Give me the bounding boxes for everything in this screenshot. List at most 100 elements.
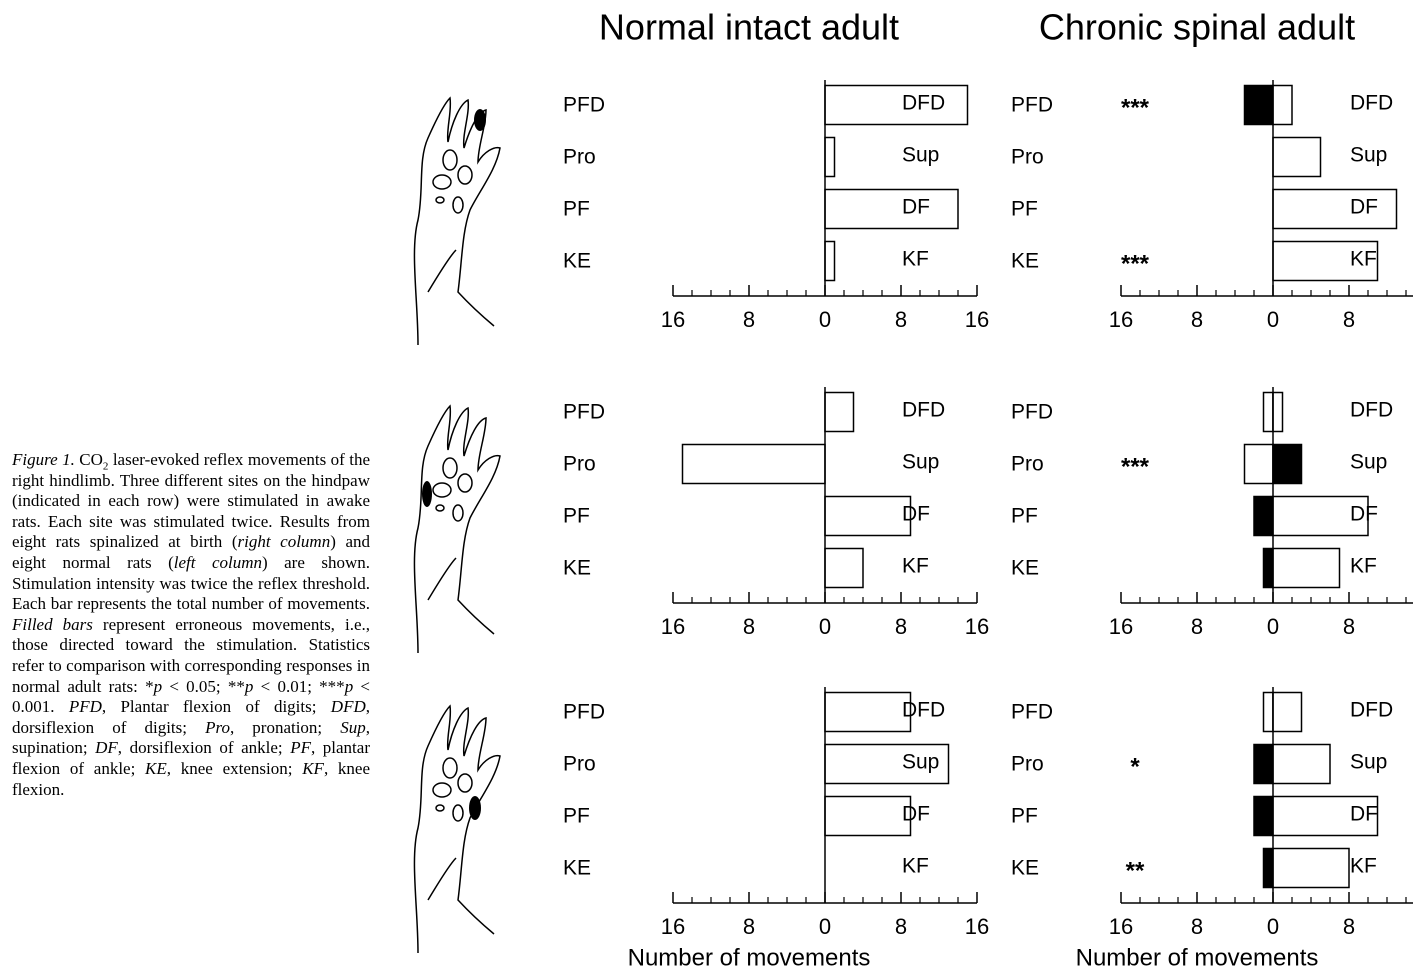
left-category-label: PFD: [563, 701, 605, 724]
x-axis-label: Number of movements: [628, 944, 871, 971]
right-category-label: KF: [1350, 855, 1377, 878]
caption-text: KF: [302, 759, 324, 778]
x-tick-label: 0: [1267, 914, 1279, 939]
left-category-label: PFD: [563, 401, 605, 424]
bar: [825, 497, 911, 536]
bar: [1245, 86, 1274, 125]
bar: [1273, 745, 1330, 784]
x-tick-label: 8: [1191, 307, 1203, 332]
page: Normal intact adult 16 8 0 8 16 PFD Pro PF KE DFD S…: [0, 0, 1413, 977]
right-category-label: DFD: [1350, 92, 1393, 115]
x-tick-label: 16: [965, 614, 989, 639]
left-category-label: PFD: [1011, 94, 1053, 117]
x-tick-label: 0: [1267, 614, 1279, 639]
caption-text: Pro: [205, 718, 230, 737]
right-category-label: Sup: [1350, 451, 1387, 474]
left-category-label: Pro: [1011, 453, 1044, 476]
left-category-label: PF: [1011, 805, 1038, 828]
caption-text: , knee extension;: [167, 759, 302, 778]
paw-drawing: [414, 98, 500, 345]
caption-text: right column: [237, 532, 330, 551]
x-tick-label: 8: [895, 614, 907, 639]
x-tick-label: 8: [743, 307, 755, 332]
right-category-label: DF: [1350, 503, 1378, 526]
bar: [825, 190, 958, 229]
right-category-label: KF: [902, 555, 929, 578]
right-category-label: DF: [1350, 803, 1378, 826]
left-category-label: Pro: [1011, 146, 1044, 169]
bar: [1273, 549, 1340, 588]
x-tick-label: 16: [965, 307, 989, 332]
x-tick-label: 8: [1343, 307, 1355, 332]
bar: [1245, 445, 1274, 484]
caption-text: CO: [75, 450, 103, 469]
bar: [1254, 745, 1273, 784]
x-tick-label: 16: [1109, 307, 1133, 332]
bar: [683, 445, 826, 484]
bar: [1273, 693, 1302, 732]
paw-drawing: [414, 406, 500, 653]
bar: [1273, 445, 1302, 484]
right-category-label: KF: [1350, 555, 1377, 578]
caption-text: p: [345, 677, 354, 696]
bar: [825, 797, 911, 836]
x-tick-label: 16: [1109, 614, 1133, 639]
caption-text: Filled bars: [12, 615, 93, 634]
significance-annotation: **: [1126, 857, 1145, 884]
x-tick-label: 8: [895, 307, 907, 332]
x-tick-label: 8: [1343, 614, 1355, 639]
x-tick-label: 0: [819, 614, 831, 639]
caption-text: , dorsiflexion of ankle;: [118, 738, 290, 757]
bar: [825, 393, 854, 432]
left-category-label: KE: [1011, 557, 1039, 580]
bar: [1264, 393, 1274, 432]
bar: [1264, 549, 1274, 588]
bar: [825, 138, 835, 177]
left-category-label: PFD: [1011, 401, 1053, 424]
x-tick-label: 16: [661, 307, 685, 332]
paw-drawing: [414, 706, 500, 953]
chart-title: Normal intact adult: [599, 7, 899, 48]
caption-text: , Plantar flexion of digits;: [102, 697, 331, 716]
x-tick-label: 0: [1267, 307, 1279, 332]
caption-text: left column: [174, 553, 262, 572]
figure-caption: Figure 1. CO2 laser-evoked reflex moveme…: [12, 450, 370, 977]
significance-annotation: ***: [1121, 250, 1150, 277]
bar: [825, 242, 835, 281]
x-tick-label: 8: [895, 914, 907, 939]
left-category-label: KE: [563, 557, 591, 580]
right-category-label: DFD: [902, 92, 945, 115]
significance-annotation: ***: [1121, 453, 1150, 480]
bar: [825, 86, 968, 125]
x-tick-label: 8: [1343, 914, 1355, 939]
x-tick-label: 8: [743, 614, 755, 639]
left-category-label: Pro: [563, 453, 596, 476]
right-category-label: DF: [902, 803, 930, 826]
right-category-label: Sup: [1350, 144, 1387, 167]
right-category-label: KF: [1350, 248, 1377, 271]
caption-text: Figure 1.: [12, 450, 75, 469]
x-tick-label: 16: [1109, 914, 1133, 939]
bar: [1254, 497, 1273, 536]
left-category-label: PF: [563, 805, 590, 828]
left-category-label: KE: [1011, 250, 1039, 273]
right-category-label: DFD: [902, 699, 945, 722]
bar: [825, 549, 863, 588]
significance-annotation: ***: [1121, 94, 1150, 121]
chart-title: Chronic spinal adult: [1039, 7, 1355, 48]
left-category-label: PF: [1011, 198, 1038, 221]
right-category-label: Sup: [902, 751, 939, 774]
x-tick-label: 16: [661, 914, 685, 939]
bar: [1273, 849, 1349, 888]
bar: [1264, 693, 1274, 732]
left-category-label: KE: [563, 857, 591, 880]
left-category-label: PF: [1011, 505, 1038, 528]
x-tick-label: 0: [819, 914, 831, 939]
left-category-label: Pro: [563, 753, 596, 776]
x-tick-label: 16: [661, 614, 685, 639]
left-category-label: PFD: [563, 94, 605, 117]
left-category-label: PF: [563, 198, 590, 221]
right-category-label: KF: [902, 855, 929, 878]
left-category-label: Pro: [563, 146, 596, 169]
bar: [1273, 393, 1283, 432]
